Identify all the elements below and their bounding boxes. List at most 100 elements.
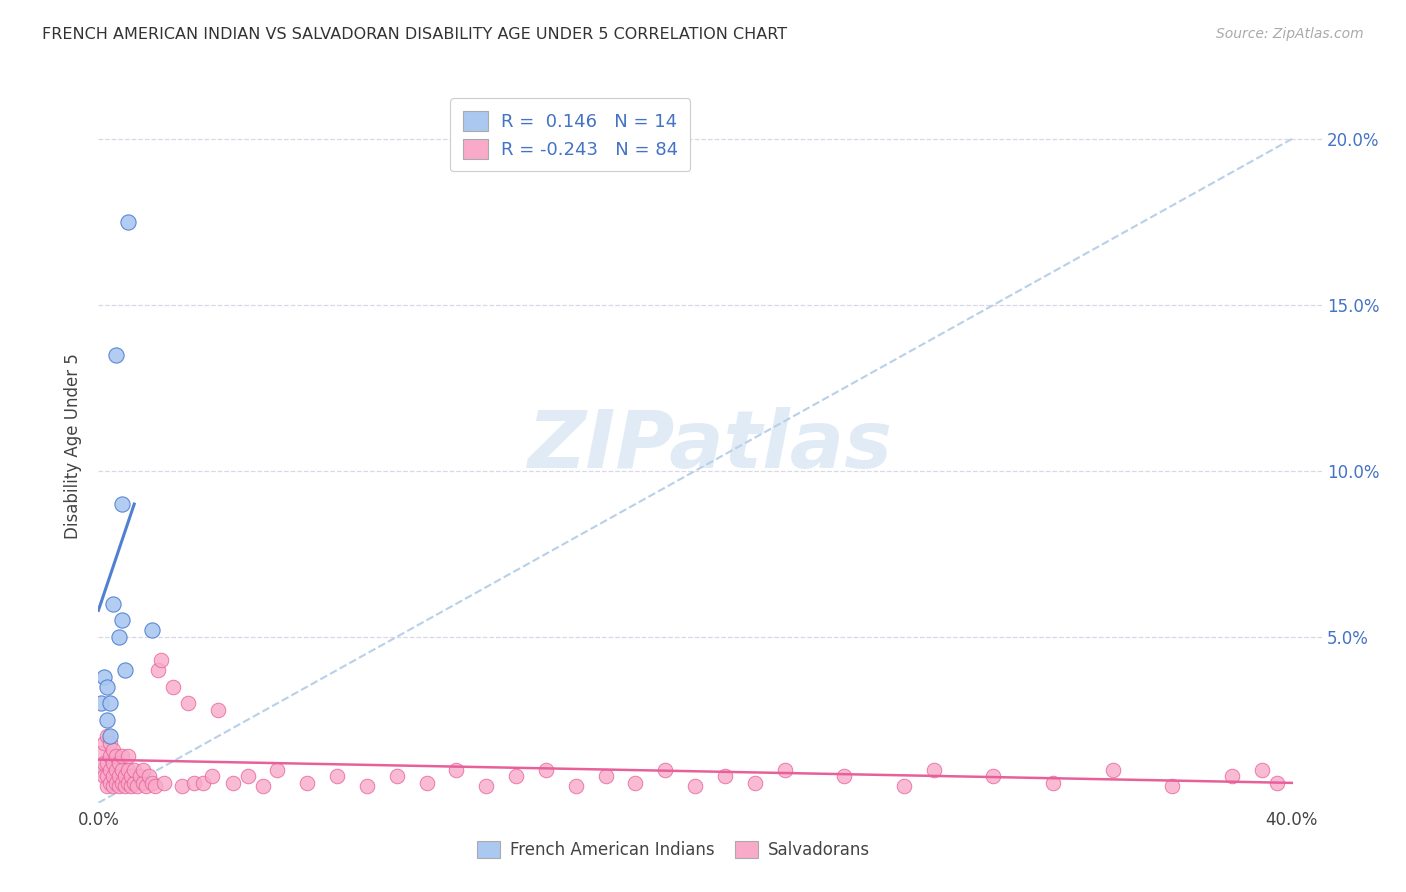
Point — [120, 779, 142, 793]
Point — [122, 776, 145, 790]
Point — [120, 769, 142, 783]
Point — [103, 769, 125, 783]
Point — [221, 776, 243, 790]
Point — [183, 776, 205, 790]
Point — [108, 779, 131, 793]
Point — [105, 776, 128, 790]
Point — [143, 779, 166, 793]
Point — [114, 663, 136, 677]
Point — [773, 763, 796, 777]
Point — [1042, 776, 1064, 790]
Point — [96, 779, 118, 793]
Point — [153, 776, 176, 790]
Point — [207, 703, 229, 717]
Point — [108, 769, 131, 783]
Point — [654, 763, 676, 777]
Point — [1101, 763, 1123, 777]
Point — [595, 769, 617, 783]
Point — [922, 763, 945, 777]
Point — [983, 769, 1005, 783]
Point — [98, 696, 121, 710]
Point — [111, 613, 134, 627]
Point — [117, 749, 139, 764]
Point — [505, 769, 527, 783]
Point — [111, 776, 134, 790]
Point — [141, 776, 163, 790]
Point — [1265, 776, 1288, 790]
Point — [98, 776, 121, 790]
Point — [90, 746, 112, 760]
Point — [252, 779, 274, 793]
Y-axis label: Disability Age Under 5: Disability Age Under 5 — [65, 353, 83, 539]
Point — [96, 756, 118, 770]
Point — [146, 663, 169, 677]
Point — [162, 680, 184, 694]
Point — [132, 763, 155, 777]
Point — [1251, 763, 1274, 777]
Point — [201, 769, 224, 783]
Point — [132, 776, 155, 790]
Point — [103, 597, 125, 611]
Point — [90, 763, 112, 777]
Point — [893, 779, 915, 793]
Point — [93, 670, 115, 684]
Point — [96, 680, 118, 694]
Point — [385, 769, 408, 783]
Point — [96, 730, 118, 744]
Point — [415, 776, 437, 790]
Point — [446, 763, 468, 777]
Point — [98, 749, 121, 764]
Point — [1220, 769, 1243, 783]
Point — [141, 624, 163, 638]
Point — [98, 763, 121, 777]
Point — [150, 653, 173, 667]
Point — [98, 736, 121, 750]
Point — [170, 779, 193, 793]
Point — [117, 215, 139, 229]
Point — [103, 756, 125, 770]
Point — [111, 763, 134, 777]
Point — [103, 779, 125, 793]
Point — [236, 769, 259, 783]
Point — [111, 497, 134, 511]
Text: FRENCH AMERICAN INDIAN VS SALVADORAN DISABILITY AGE UNDER 5 CORRELATION CHART: FRENCH AMERICAN INDIAN VS SALVADORAN DIS… — [42, 27, 787, 42]
Text: Source: ZipAtlas.com: Source: ZipAtlas.com — [1216, 27, 1364, 41]
Point — [96, 713, 118, 727]
Point — [108, 756, 131, 770]
Point — [534, 763, 557, 777]
Text: ZIPatlas: ZIPatlas — [527, 407, 893, 485]
Point — [138, 769, 160, 783]
Point — [744, 776, 766, 790]
Point — [266, 763, 288, 777]
Point — [177, 696, 200, 710]
Point — [105, 348, 128, 362]
Point — [105, 749, 128, 764]
Point — [114, 779, 136, 793]
Point — [191, 776, 214, 790]
Point — [356, 779, 378, 793]
Point — [93, 756, 115, 770]
Point — [122, 763, 145, 777]
Point — [103, 742, 125, 756]
Legend: French American Indians, Salvadorans: French American Indians, Salvadorans — [470, 834, 877, 866]
Point — [108, 630, 131, 644]
Point — [714, 769, 737, 783]
Point — [93, 736, 115, 750]
Point — [117, 763, 139, 777]
Point — [565, 779, 588, 793]
Point — [98, 730, 121, 744]
Point — [135, 779, 157, 793]
Point — [105, 763, 128, 777]
Point — [111, 749, 134, 764]
Point — [475, 779, 498, 793]
Point — [624, 776, 647, 790]
Point — [90, 696, 112, 710]
Point — [683, 779, 706, 793]
Point — [96, 769, 118, 783]
Point — [127, 779, 149, 793]
Point — [93, 769, 115, 783]
Point — [832, 769, 855, 783]
Point — [297, 776, 319, 790]
Point — [129, 769, 152, 783]
Point — [114, 769, 136, 783]
